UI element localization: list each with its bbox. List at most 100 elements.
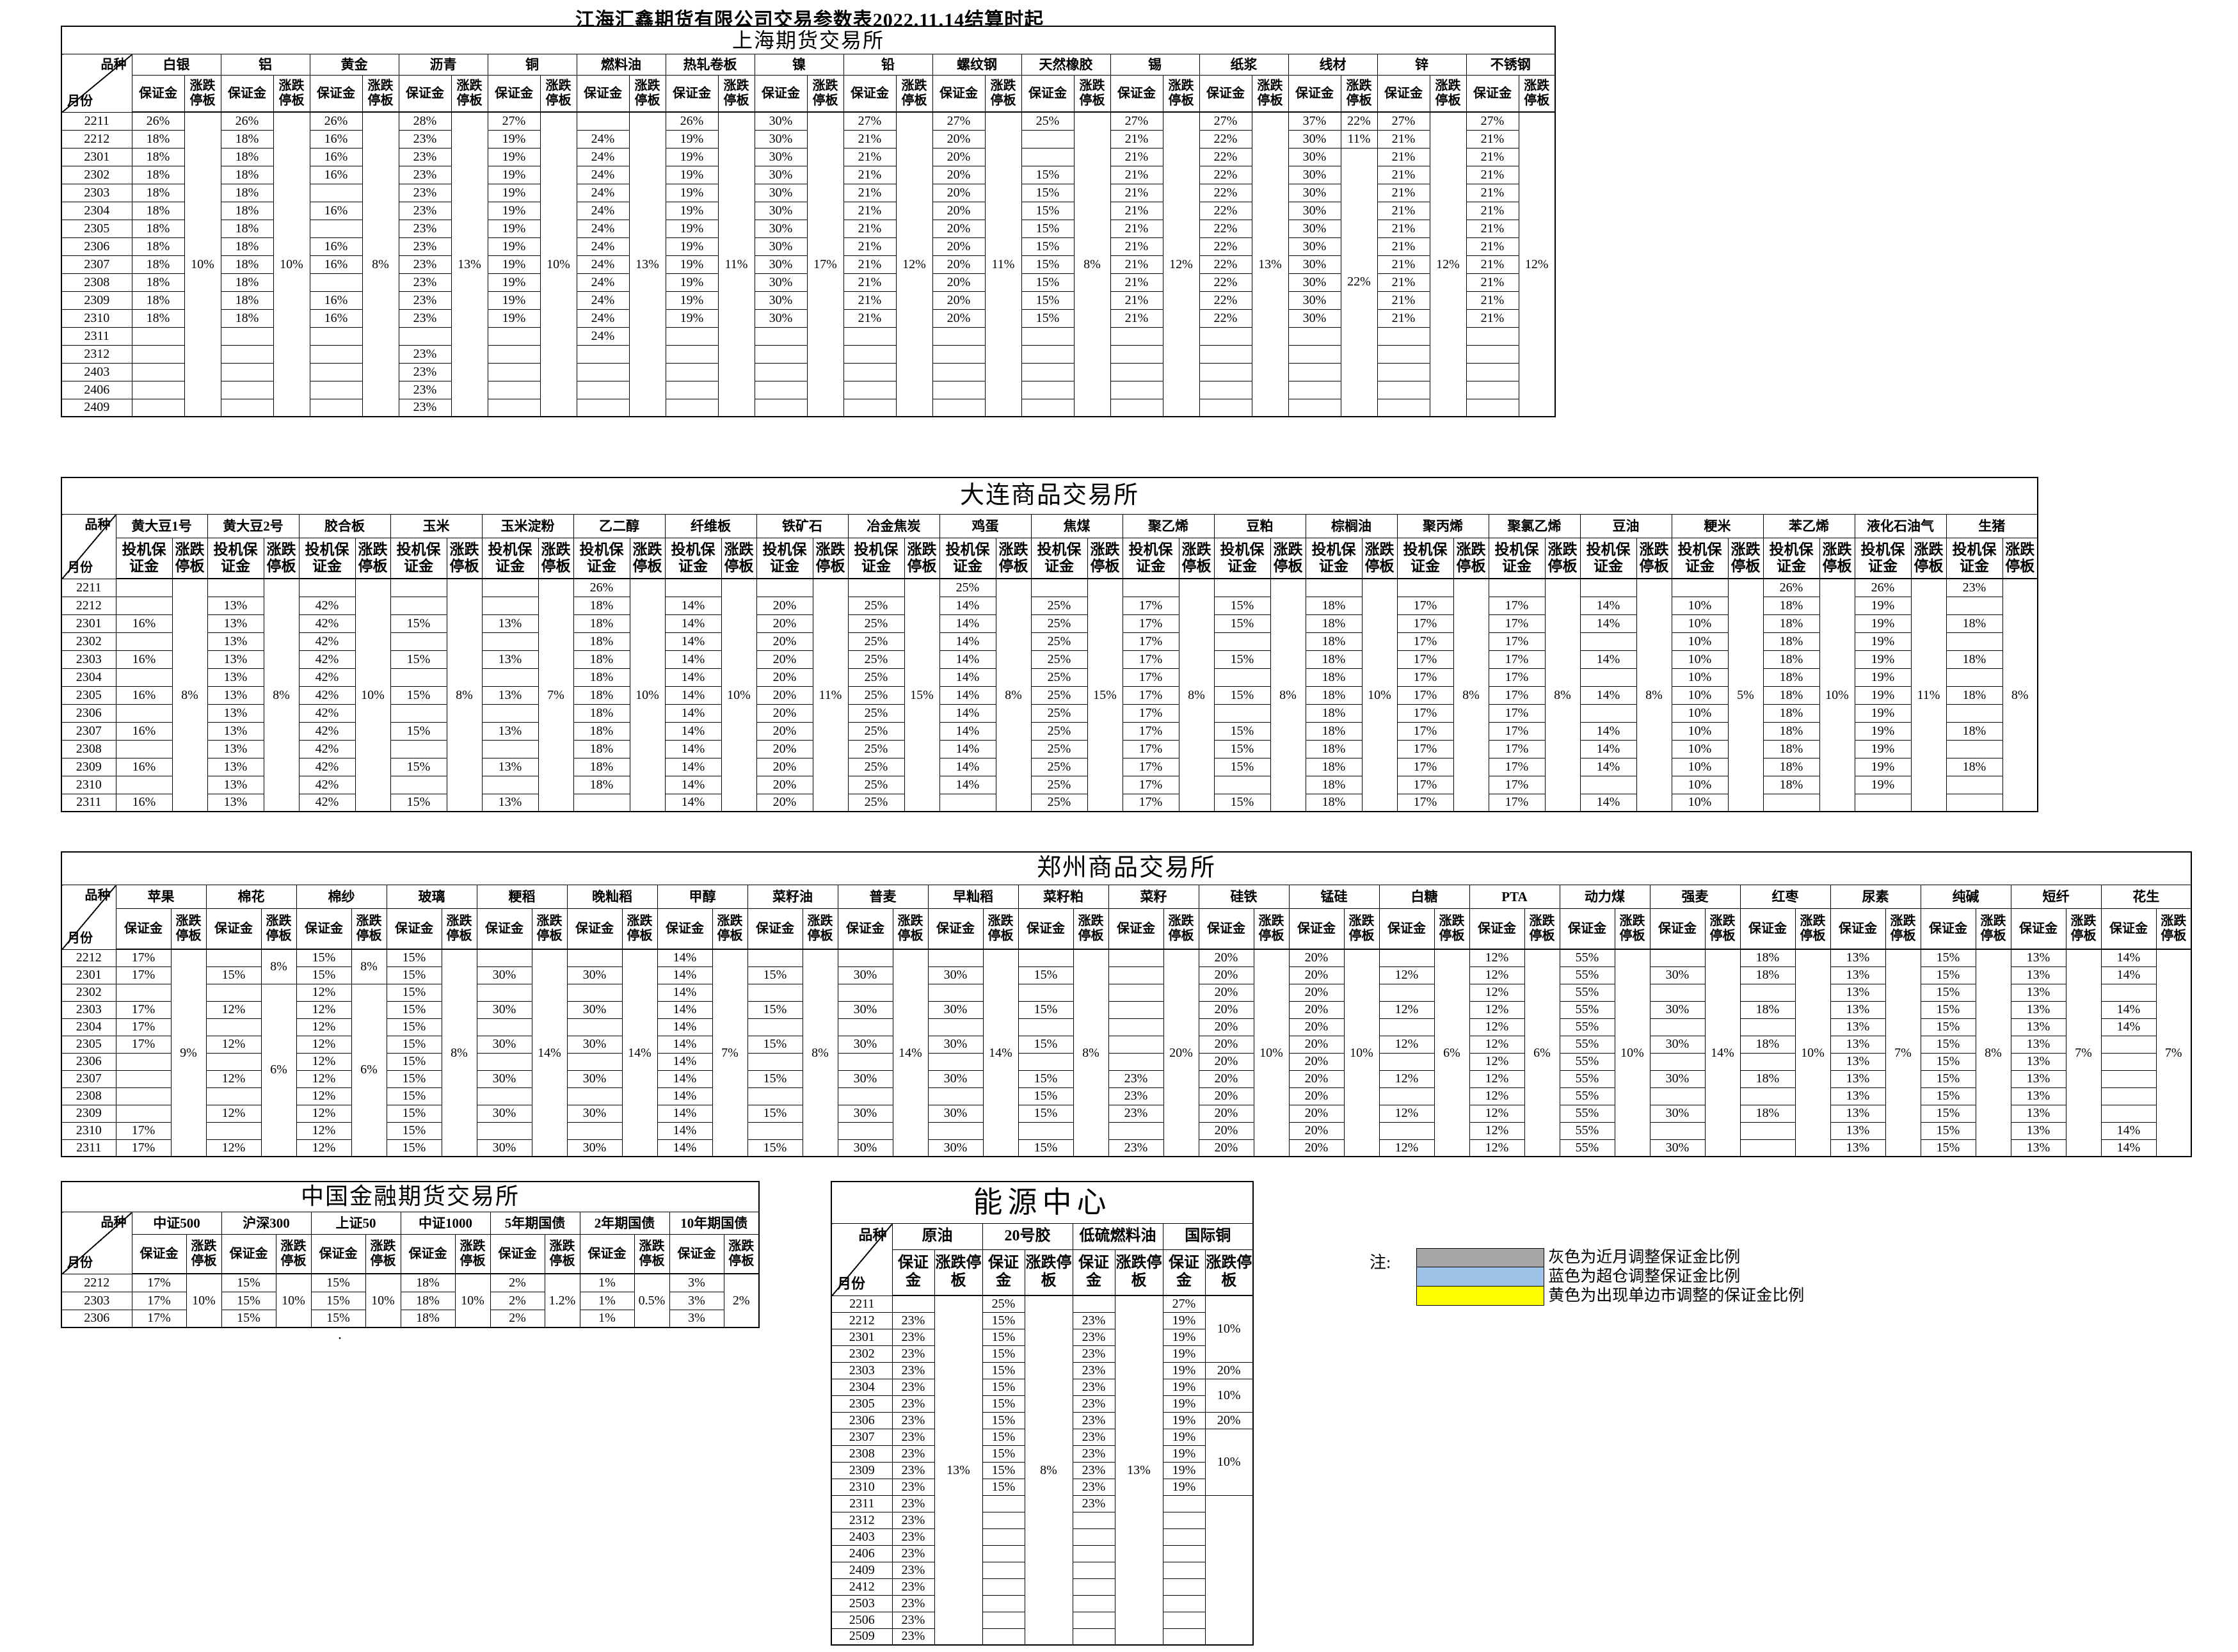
month-cell: 2309 xyxy=(61,291,132,310)
margin-cell xyxy=(1199,362,1252,381)
corner-variety-label: 品种 xyxy=(84,518,111,532)
margin-cell: 18% xyxy=(573,614,630,633)
margin-cell: 17% xyxy=(131,1309,187,1328)
margin-cell: 21% xyxy=(1110,273,1163,292)
margin-cell: 14% xyxy=(1579,721,1637,741)
margin-cell: 15% xyxy=(1920,1087,1976,1105)
commodity-header: 纯碱 xyxy=(1920,885,2011,909)
margin-cell: 13% xyxy=(1830,1070,1886,1088)
commodity-header: 20号胶 xyxy=(982,1223,1073,1250)
margin-cell: 19% xyxy=(487,129,541,148)
margin-cell xyxy=(309,219,363,238)
margin-cell: 17% xyxy=(1488,739,1546,758)
margin-column-header: 投机保证金 xyxy=(1854,538,1912,579)
margin-cell: 15% xyxy=(1021,273,1075,292)
margin-cell: 15% xyxy=(982,1461,1025,1479)
legend-item: 蓝色为超仓调整保证金比例 xyxy=(1416,1267,1804,1287)
month-cell: 2506 xyxy=(831,1611,893,1629)
margin-cell: 19% xyxy=(665,219,719,238)
margin-cell: 20% xyxy=(1288,983,1345,1002)
margin-cell: 12% xyxy=(296,1070,352,1088)
margin-cell xyxy=(566,1121,623,1140)
margin-cell: 10% xyxy=(1671,703,1729,723)
limit-cell: 10% xyxy=(1794,949,1831,1157)
margin-cell: 21% xyxy=(843,147,897,166)
margin-cell: 17% xyxy=(1488,632,1546,651)
margin-cell: 23% xyxy=(398,273,452,292)
margin-cell: 15% xyxy=(1018,1087,1074,1105)
margin-cell xyxy=(982,1511,1025,1529)
margin-column-header: 保证金 xyxy=(754,75,808,113)
limit-cell: 1.2% xyxy=(544,1273,580,1328)
margin-cell: 19% xyxy=(1162,1445,1206,1463)
margin-cell: 13% xyxy=(2010,983,2066,1002)
margin-cell: 23% xyxy=(398,129,452,148)
margin-cell xyxy=(837,949,893,967)
margin-cell xyxy=(309,380,363,399)
margin-cell: 15% xyxy=(747,1104,803,1123)
margin-cell xyxy=(747,983,803,1002)
month-cell: 2301 xyxy=(831,1328,893,1346)
margin-cell: 15% xyxy=(1018,966,1074,984)
limit-column-header: 涨跌停板 xyxy=(273,75,310,113)
margin-cell xyxy=(1379,983,1435,1002)
commodity-header: 锰硅 xyxy=(1288,885,1380,909)
margin-cell: 26% xyxy=(220,111,274,131)
legend-item: 黄色为出现单边市调整的保证金比例 xyxy=(1416,1287,1804,1306)
legend-item-text: 黄色为出现单边市调整的保证金比例 xyxy=(1548,1287,1805,1304)
margin-cell: 14% xyxy=(2100,1000,2157,1019)
corner-month-label: 月份 xyxy=(67,931,93,945)
margin-cell: 17% xyxy=(1488,775,1546,794)
corner-month-label: 月份 xyxy=(837,1276,866,1292)
margin-cell: 18% xyxy=(1762,668,1820,687)
margin-column-header: 保证金 xyxy=(837,908,893,950)
margin-cell xyxy=(837,1121,893,1140)
margin-cell: 14% xyxy=(657,1052,713,1071)
margin-cell: 20% xyxy=(1198,966,1254,984)
margin-cell xyxy=(576,380,630,399)
month-cell: 2302 xyxy=(831,1345,893,1363)
margin-cell: 10% xyxy=(1671,739,1729,758)
margin-cell xyxy=(220,362,274,381)
commodity-header: 焦煤 xyxy=(1030,514,1123,538)
margin-cell: 12% xyxy=(1469,1121,1525,1140)
margin-cell: 19% xyxy=(487,255,541,274)
margin-cell: 13% xyxy=(481,793,539,812)
month-cell: 2307 xyxy=(61,721,116,741)
margin-column-header: 保证金 xyxy=(2010,908,2066,950)
margin-cell xyxy=(982,1495,1025,1512)
commodity-header: 菜籽 xyxy=(1108,885,1199,909)
margin-cell: 13% xyxy=(481,650,539,669)
margin-cell: 18% xyxy=(573,739,630,758)
limit-cell: 17% xyxy=(806,111,844,417)
limit-cell: 10% xyxy=(273,111,310,417)
margin-cell: 13% xyxy=(1830,1139,1886,1157)
limit-cell: 14% xyxy=(892,949,929,1157)
limit-column-header: 涨跌停板 xyxy=(365,1234,401,1274)
margin-cell: 21% xyxy=(1110,219,1163,238)
limit-column-header: 涨跌停板 xyxy=(441,908,477,950)
margin-cell: 30% xyxy=(476,1070,532,1088)
margin-cell xyxy=(1072,1611,1115,1629)
month-cell: 2311 xyxy=(61,326,132,346)
commodity-header: 纸浆 xyxy=(1199,54,1289,76)
margin-cell xyxy=(487,380,541,399)
margin-cell xyxy=(1072,1578,1115,1596)
legend-item-text: 蓝色为超仓调整保证金比例 xyxy=(1548,1268,1741,1285)
margin-cell: 30% xyxy=(754,309,808,328)
margin-cell: 14% xyxy=(664,686,722,705)
margin-cell: 30% xyxy=(1288,273,1341,292)
margin-cell: 42% xyxy=(298,739,356,758)
margin-cell xyxy=(1288,380,1341,399)
margin-cell: 12% xyxy=(1379,1000,1435,1019)
margin-cell: 23% xyxy=(891,1628,935,1646)
margin-cell xyxy=(1108,1018,1164,1036)
margin-cell: 12% xyxy=(296,983,352,1002)
margin-cell: 15% xyxy=(386,1035,442,1054)
limit-column-header: 涨跌停板 xyxy=(355,538,391,579)
margin-cell: 22% xyxy=(1199,129,1252,148)
margin-cell: 14% xyxy=(664,775,722,794)
margin-cell: 14% xyxy=(1579,650,1637,669)
margin-cell: 20% xyxy=(756,614,813,633)
margin-cell: 30% xyxy=(754,165,808,184)
